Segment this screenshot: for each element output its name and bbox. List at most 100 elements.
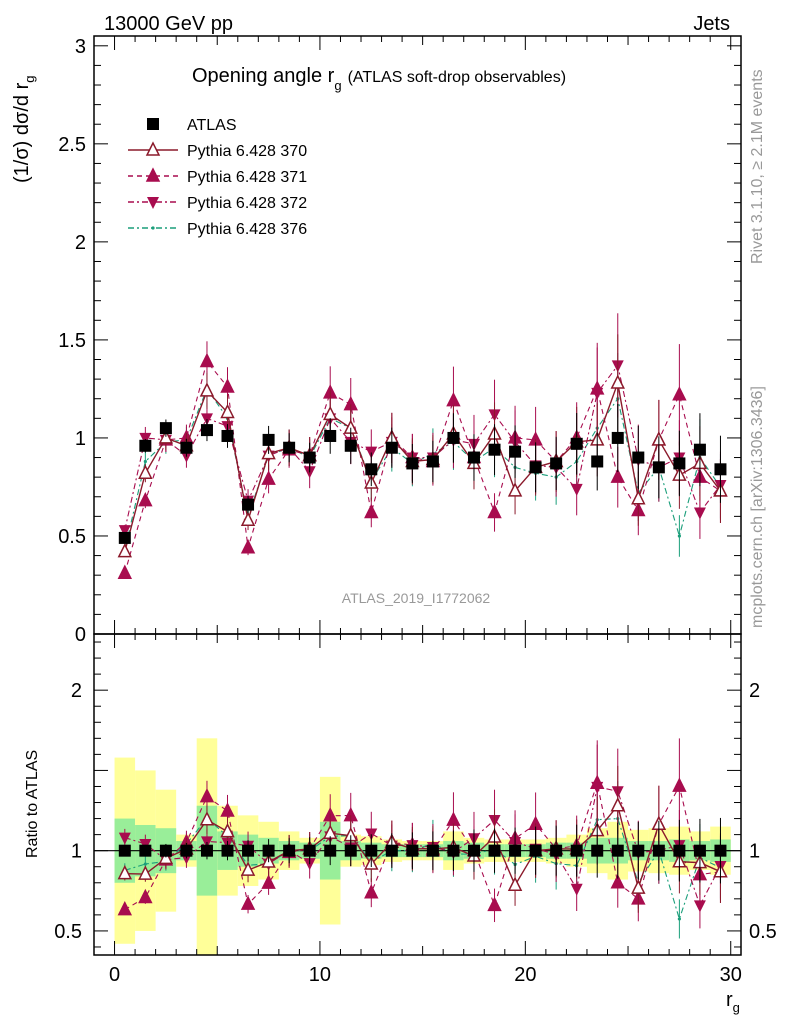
ratio-point <box>591 844 604 857</box>
data-point <box>446 392 461 407</box>
data-point <box>610 374 625 389</box>
data-point <box>200 424 213 437</box>
data-point <box>487 503 502 519</box>
series-line <box>124 387 721 550</box>
ratio-y-tick-label: 0.5 <box>54 921 82 943</box>
ratio-point <box>673 844 686 857</box>
ratio-y-tick-label-right: 2 <box>749 680 760 702</box>
ratio-point <box>611 844 624 857</box>
ratio-point <box>220 822 235 838</box>
ratio-point <box>677 917 681 921</box>
ratio-point <box>509 844 522 857</box>
data-point <box>138 464 153 479</box>
ratio-series-line <box>124 804 721 891</box>
data-point <box>240 539 256 554</box>
ratio-point <box>385 844 398 857</box>
data-point <box>324 429 337 442</box>
data-point <box>158 429 174 444</box>
main-series-1 <box>117 334 728 558</box>
ratio-point <box>529 844 542 857</box>
ratio-point <box>693 844 706 857</box>
series-line <box>124 380 722 552</box>
data-point <box>652 461 665 474</box>
data-point <box>406 457 419 470</box>
ratio-point <box>652 844 665 857</box>
ratio-point <box>261 874 276 889</box>
main-series-4 <box>123 353 723 557</box>
ratio-y-label: Ratio to ATLAS <box>24 750 41 858</box>
y-tick-label: 3 <box>75 36 86 58</box>
ratio-point <box>262 844 275 857</box>
data-point <box>677 534 681 538</box>
data-point <box>221 429 234 442</box>
legend-marker <box>151 226 155 230</box>
ratio-point <box>610 874 625 889</box>
ratio-point <box>550 844 563 857</box>
data-point <box>385 441 398 454</box>
data-point <box>220 378 235 393</box>
ratio-point <box>118 832 131 845</box>
data-point <box>159 422 172 435</box>
legend-label: Pythia 6.428 371 <box>187 169 307 186</box>
legend-label: Pythia 6.428 372 <box>187 195 307 212</box>
data-point <box>365 463 378 476</box>
data-point <box>139 439 152 452</box>
data-point <box>261 470 276 485</box>
x-tick-label: 0 <box>109 964 120 986</box>
ratio-point <box>240 861 256 876</box>
data-point <box>507 482 523 497</box>
data-point <box>242 498 255 511</box>
data-point <box>262 433 275 446</box>
series-line <box>124 360 721 574</box>
legend-label: Pythia 6.428 370 <box>187 143 307 160</box>
ratio-point <box>324 844 337 857</box>
data-point <box>180 441 193 454</box>
mcplots-label: mcplots.cern.ch [arXiv:1306.3436] <box>749 386 766 628</box>
y-tick-label: 2 <box>75 232 86 254</box>
data-point <box>529 461 542 474</box>
data-point <box>570 437 583 450</box>
ratio-point <box>242 844 255 857</box>
axis-ticks: 0 10 20 30 0 0.5 1 1.5 2 2.5 3 0.5 0.5 1 1 2 2 <box>54 36 777 986</box>
ratio-point <box>117 900 133 916</box>
data-point <box>591 455 604 468</box>
ratio-point <box>610 797 625 812</box>
ratio-point <box>138 888 153 904</box>
y-tick-label: 0.5 <box>58 526 86 548</box>
legend-marker <box>147 197 159 209</box>
data-point <box>199 382 215 397</box>
ratio-point <box>426 844 439 857</box>
main-panel: Opening angle rg (ATLAS soft-drop observa… <box>11 65 566 606</box>
ratio-y-tick-label-right: 1 <box>749 841 760 863</box>
data-point <box>611 431 624 444</box>
data-point <box>240 511 256 527</box>
data-point <box>364 503 379 519</box>
data-point <box>117 542 133 558</box>
ratio-point <box>365 844 378 857</box>
ratio-point <box>138 865 153 880</box>
ratio-point <box>303 844 316 857</box>
ratio-point <box>467 844 480 857</box>
ratio-point <box>447 844 460 857</box>
data-point <box>143 459 147 464</box>
data-point <box>590 380 605 395</box>
data-point <box>672 386 687 401</box>
data-point <box>139 432 152 445</box>
ratio-point <box>446 811 461 826</box>
ratio-point <box>143 862 147 866</box>
ratio-point <box>199 787 215 803</box>
data-point <box>426 455 439 468</box>
data-point <box>447 431 460 444</box>
legend: ATLAS Pythia 6.428 370 Pythia 6.428 371 Pyt… <box>128 117 307 238</box>
y-tick-label: 1.5 <box>58 330 86 352</box>
data-point <box>631 490 646 505</box>
data-point <box>117 564 133 579</box>
ratio-point <box>118 844 131 857</box>
data-point <box>693 443 706 456</box>
data-point <box>673 457 686 470</box>
ratio-point <box>200 844 213 857</box>
ratio-series-line <box>124 817 721 921</box>
ratio-point <box>364 884 379 899</box>
ratio-point <box>406 844 419 857</box>
